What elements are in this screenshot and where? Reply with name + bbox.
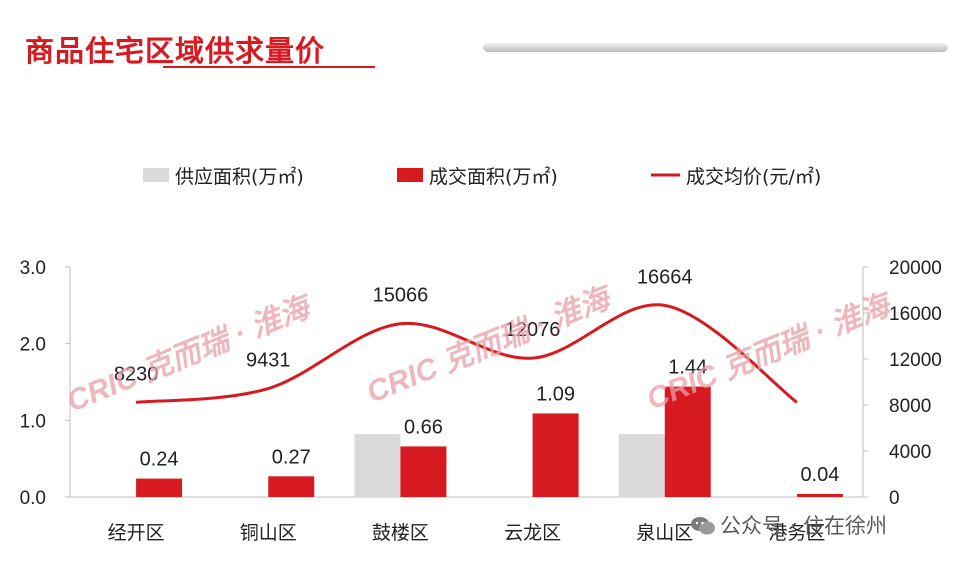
legend-swatch-deal: [397, 168, 423, 182]
deal-bar: [268, 476, 315, 497]
price-data-labels: 8230 9431 15066 12076 16664: [114, 266, 693, 385]
price-line: [135, 303, 798, 404]
category-labels: 经开区 铜山区 鼓楼区 云龙区 泉山区 港务区: [108, 522, 826, 544]
y-right-tick-label: 12000: [889, 350, 942, 371]
supply-bar: [618, 434, 665, 497]
y-right-tick-label: 0: [889, 488, 900, 509]
y-axis-left-ticks: 0.0 1.0 2.0 3.0: [20, 258, 70, 509]
price-line-path: [135, 303, 798, 404]
category-label: 鼓楼区: [372, 522, 429, 544]
supply-bar: [354, 434, 401, 497]
y-right-tick-label: 4000: [889, 442, 931, 463]
price-label: 8230: [114, 363, 159, 385]
y-right-tick-label: 16000: [889, 304, 942, 325]
deal-bar: [400, 446, 447, 497]
price-label: 15066: [373, 285, 429, 307]
deal-bar-label: 0.24: [140, 449, 179, 471]
y-right-tick-label: 8000: [889, 396, 931, 417]
title-underline: [163, 66, 375, 68]
price-label: 9431: [246, 350, 291, 372]
deal-bar: [796, 493, 843, 497]
deal-bar: [532, 413, 579, 497]
wechat-icon: [691, 517, 715, 535]
category-label: 泉山区: [636, 522, 693, 544]
header-decoration-bar: [483, 43, 948, 52]
y-left-tick-label: 2.0: [20, 335, 46, 356]
legend-label-deal: 成交面积(万㎡): [429, 165, 558, 188]
deal-bar: [664, 386, 711, 497]
deal-bar-label: 1.09: [536, 383, 575, 405]
legend-label-supply: 供应面积(万㎡): [175, 165, 304, 188]
y-left-tick-label: 1.0: [20, 411, 46, 432]
price-label: 12076: [505, 319, 561, 341]
footer-text: 公众号 · 住在徐州: [720, 514, 888, 538]
bars: [136, 386, 843, 497]
y-axis-right-ticks: 0 4000 8000 12000 16000 20000: [863, 258, 942, 509]
y-left-tick-label: 3.0: [20, 258, 46, 279]
deal-bar: [136, 478, 183, 497]
deal-bar-label: 0.66: [404, 416, 443, 438]
category-label: 港务区: [768, 522, 825, 544]
price-label: 16664: [637, 266, 693, 288]
deal-bar-label: 0.27: [272, 446, 311, 468]
legend: 供应面积(万㎡) 成交面积(万㎡) 成交均价(元/㎡): [143, 165, 821, 188]
legend-swatch-supply: [143, 168, 169, 182]
footer-attribution: 公众号 · 住在徐州: [690, 510, 887, 540]
page-title: 商品住宅区域供求量价: [25, 34, 326, 68]
y-right-tick-label: 20000: [889, 258, 942, 279]
category-label: 云龙区: [504, 522, 561, 544]
deal-bar-label: 0.04: [800, 464, 839, 486]
watermark: CRIC 克而瑞 · 淮海: [642, 287, 899, 416]
category-label: 铜山区: [240, 522, 297, 544]
deal-bar-label: 1.44: [668, 357, 707, 379]
legend-label-price: 成交均价(元/㎡): [686, 165, 821, 188]
category-label: 经开区: [108, 522, 165, 544]
bar-data-labels: 0.24 0.27 0.66 1.09 1.44 0.04: [140, 357, 840, 486]
y-left-tick-label: 0.0: [20, 488, 46, 509]
watermark-group: CRIC 克而瑞 · 淮海 CRIC 克而瑞 · 淮海 CRIC 克而瑞 · 淮…: [62, 280, 899, 418]
